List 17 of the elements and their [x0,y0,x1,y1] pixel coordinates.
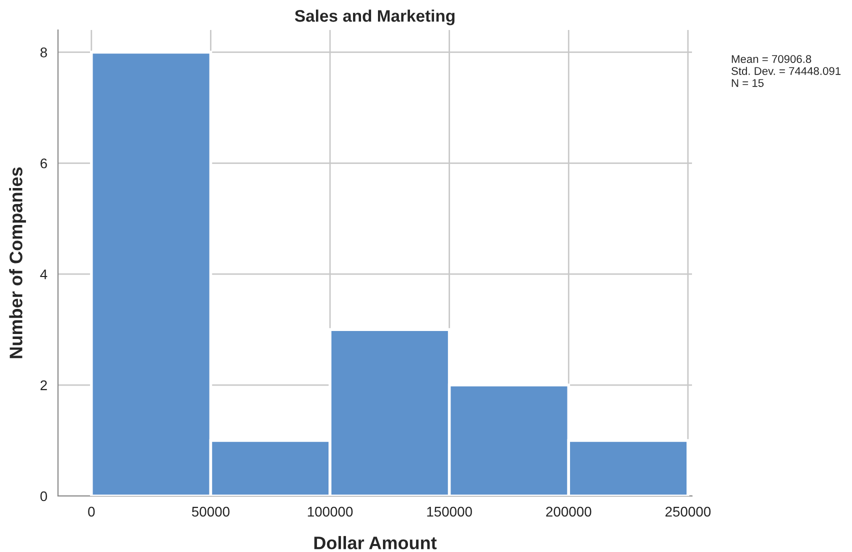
text: Mean = 70906.8 [732,55,812,63]
y-tick-label: 8 [40,48,47,58]
x-tick-label: 250000 [665,506,711,517]
y-axis-title: Number of Companies [9,167,26,358]
y-tick-label: 0 [40,491,48,502]
x-axis-title: Dollar Amount [314,536,437,550]
text: Std. Dev. = 74448.091 [732,66,841,75]
y-tick-label: 2 [40,380,47,390]
y-tick-label: 6 [40,158,47,168]
x-tick-label: 100000 [308,506,353,517]
x-tick-label: 200000 [546,506,592,517]
y-tick-label: 4 [40,270,48,280]
text: N = 15 [732,79,764,87]
x-tick-label: 0 [88,506,95,517]
chart-title: Sales and Marketing [294,10,454,26]
x-tick-label: 50000 [192,506,230,517]
x-tick-label: 150000 [427,506,472,517]
